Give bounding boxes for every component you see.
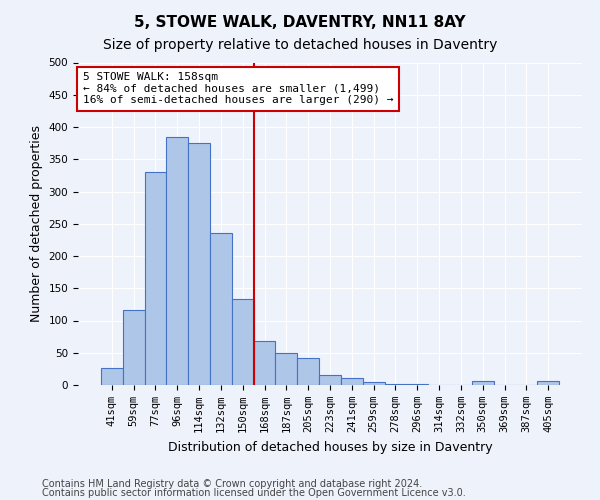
Bar: [101, 368, 123, 385]
Bar: [275, 353, 297, 385]
Bar: [232, 299, 254, 385]
Bar: [472, 381, 494, 385]
Bar: [123, 310, 145, 385]
X-axis label: Distribution of detached houses by size in Daventry: Distribution of detached houses by size …: [167, 440, 493, 454]
Text: 5 STOWE WALK: 158sqm
← 84% of detached houses are smaller (1,499)
16% of semi-de: 5 STOWE WALK: 158sqm ← 84% of detached h…: [83, 72, 394, 106]
Text: Contains HM Land Registry data © Crown copyright and database right 2024.: Contains HM Land Registry data © Crown c…: [42, 479, 422, 489]
Bar: [166, 136, 188, 385]
Bar: [210, 234, 232, 385]
Bar: [385, 384, 406, 385]
Bar: [341, 378, 363, 385]
Y-axis label: Number of detached properties: Number of detached properties: [30, 125, 43, 322]
Text: 5, STOWE WALK, DAVENTRY, NN11 8AY: 5, STOWE WALK, DAVENTRY, NN11 8AY: [134, 15, 466, 30]
Bar: [406, 384, 428, 385]
Bar: [297, 358, 319, 385]
Bar: [188, 143, 210, 385]
Bar: [254, 341, 275, 385]
Bar: [145, 172, 166, 385]
Bar: [363, 382, 385, 385]
Text: Contains public sector information licensed under the Open Government Licence v3: Contains public sector information licen…: [42, 488, 466, 498]
Bar: [537, 381, 559, 385]
Text: Size of property relative to detached houses in Daventry: Size of property relative to detached ho…: [103, 38, 497, 52]
Bar: [319, 376, 341, 385]
